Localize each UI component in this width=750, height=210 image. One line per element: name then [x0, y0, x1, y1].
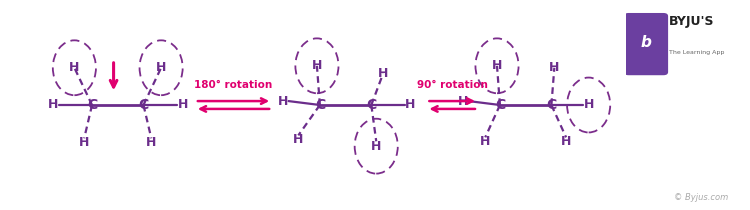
Text: H: H [69, 61, 80, 74]
Text: 90° rotation: 90° rotation [417, 80, 488, 90]
Text: H: H [480, 135, 490, 148]
Text: C: C [87, 98, 98, 112]
Text: H: H [48, 98, 58, 112]
Text: H: H [458, 94, 468, 108]
Text: C: C [546, 98, 556, 112]
Text: © Byjus.com: © Byjus.com [674, 193, 728, 202]
Text: C: C [138, 98, 148, 112]
Text: H: H [178, 98, 188, 112]
Text: H: H [492, 59, 502, 72]
Text: H: H [561, 135, 572, 148]
Text: H: H [378, 67, 388, 80]
FancyBboxPatch shape [624, 13, 668, 75]
Text: b: b [640, 35, 652, 50]
Text: H: H [549, 61, 560, 74]
Text: H: H [371, 140, 382, 153]
Text: H: H [156, 61, 166, 74]
Text: BYJU'S: BYJU'S [669, 15, 715, 28]
Text: H: H [405, 98, 416, 112]
Text: H: H [278, 94, 288, 108]
Text: C: C [366, 98, 376, 112]
Text: H: H [146, 136, 157, 149]
Text: H: H [584, 98, 594, 112]
Text: H: H [312, 59, 322, 72]
Text: C: C [315, 98, 325, 112]
Text: H: H [79, 136, 89, 149]
Text: H: H [293, 133, 304, 146]
Text: C: C [495, 98, 505, 112]
Text: The Learning App: The Learning App [669, 50, 724, 55]
Text: 180° rotation: 180° rotation [194, 80, 273, 90]
